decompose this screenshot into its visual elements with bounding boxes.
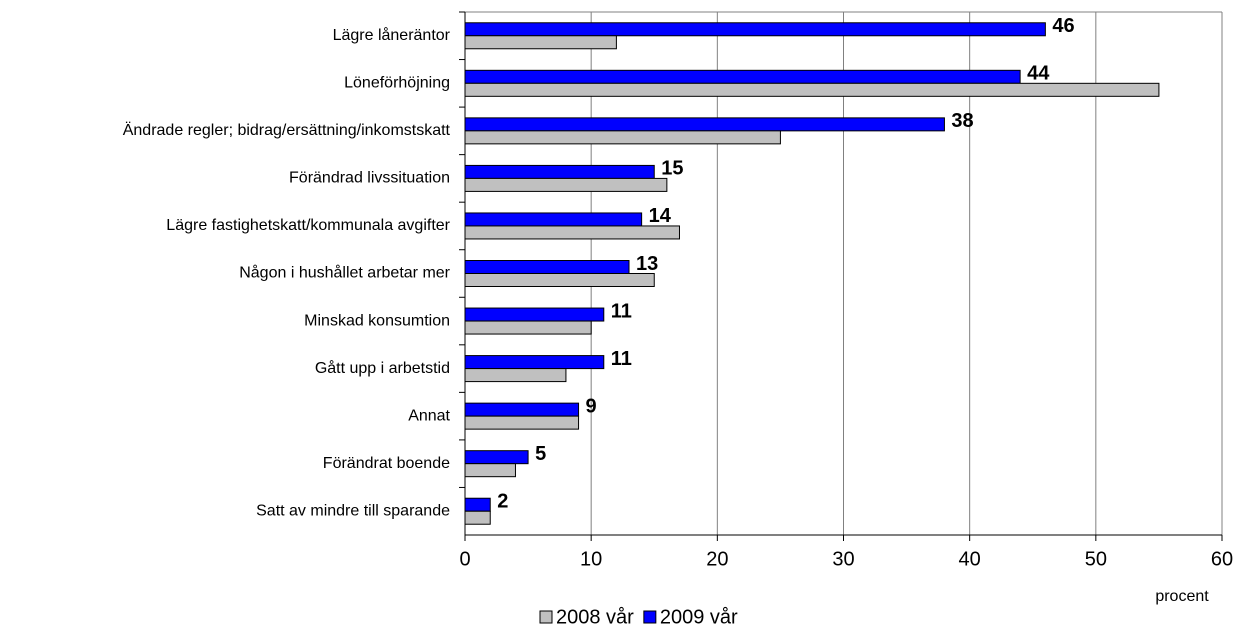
x-tick-label: 60 <box>1211 548 1233 570</box>
x-tick-label: 20 <box>706 548 728 570</box>
bar <box>464 117 945 132</box>
data-label: 11 <box>611 348 632 370</box>
y-tick-label: Löneförhöjning <box>344 75 450 92</box>
bar <box>464 225 680 240</box>
data-label: 9 <box>586 395 597 417</box>
x-tick-label: 40 <box>959 548 981 570</box>
bar <box>464 35 617 50</box>
legend-label: 2008 vår <box>556 606 634 628</box>
bar <box>464 273 655 287</box>
bar <box>464 510 491 525</box>
bar <box>464 260 630 274</box>
legend-label: 2009 vår <box>660 606 738 628</box>
bar <box>464 307 605 322</box>
x-tick-label: 0 <box>459 548 470 570</box>
data-label: 44 <box>1027 63 1050 85</box>
bar <box>464 22 1046 37</box>
y-tick-label: Annat <box>408 407 450 424</box>
bar <box>464 320 592 335</box>
y-tick-label: Minskad konsumtion <box>304 312 450 329</box>
y-tick-label: Gått upp i arbetstid <box>315 359 450 377</box>
legend-swatch <box>539 610 553 624</box>
y-tick-label: Satt av mindre till sparande <box>256 502 450 519</box>
y-tick-label: Förändrad livssituation <box>289 170 450 187</box>
bar <box>464 402 580 417</box>
bar <box>464 177 668 192</box>
bar <box>464 212 643 227</box>
data-label: 46 <box>1052 15 1074 37</box>
bar <box>464 69 1021 84</box>
bar <box>464 450 529 465</box>
y-tick-label: Lägre låneräntor <box>333 26 451 44</box>
bar <box>464 130 781 145</box>
data-label: 15 <box>661 158 683 180</box>
data-label: 14 <box>649 205 672 227</box>
data-label: 11 <box>611 300 632 322</box>
x-axis-label: procent <box>1155 588 1209 605</box>
bar <box>464 463 516 478</box>
bar <box>464 368 567 383</box>
y-tick-label: Lägre fastighetskatt/kommunala avgifter <box>166 217 450 234</box>
bar <box>464 415 580 430</box>
data-label: 5 <box>535 443 546 465</box>
data-label: 38 <box>951 110 973 132</box>
x-tick-label: 10 <box>580 548 602 570</box>
x-tick-label: 30 <box>832 548 854 570</box>
y-tick-label: Förändrat boende <box>323 455 450 472</box>
bar <box>464 164 655 179</box>
data-label: 13 <box>636 253 658 275</box>
bar <box>464 497 491 512</box>
x-tick-label: 50 <box>1085 548 1107 570</box>
bar <box>464 355 605 370</box>
y-tick-label: Någon i hushållet arbetar mer <box>239 264 450 282</box>
bar <box>464 82 1160 97</box>
data-label: 2 <box>497 491 508 513</box>
legend-swatch <box>643 610 657 624</box>
y-tick-label: Ändrade regler; bidrag/ersättning/inkoms… <box>123 121 451 139</box>
